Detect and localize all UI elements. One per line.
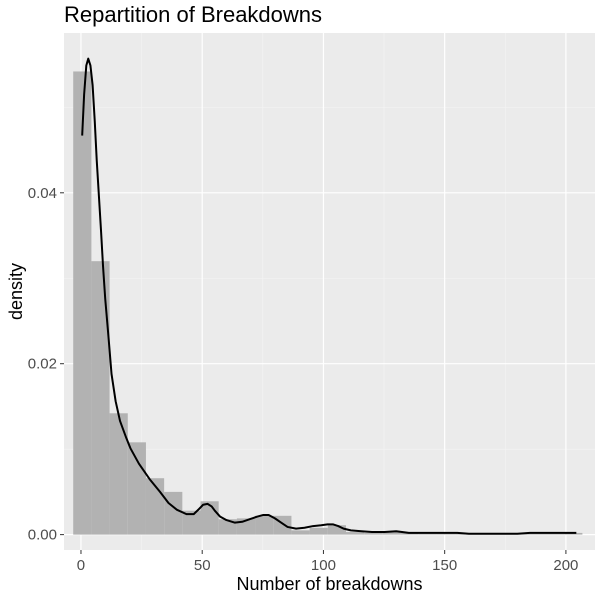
histogram-bar [255, 515, 274, 535]
histogram-bar [164, 491, 183, 535]
histogram-bar [309, 527, 328, 535]
histogram-bar [382, 532, 401, 535]
chart-title: Repartition of Breakdowns [64, 2, 323, 27]
histogram-bar [109, 413, 128, 535]
plot-panel [64, 33, 595, 550]
density-curve [81, 57, 577, 535]
histogram-bar [291, 530, 310, 535]
histogram-bar [436, 533, 456, 535]
axes: 0 50 100 150 200 0.00 0.02 0.04 [28, 185, 579, 574]
histogram-bar [418, 533, 437, 535]
density-curve-layer [81, 57, 577, 535]
histogram-bar [218, 519, 237, 535]
x-tick-label: 100 [311, 557, 336, 574]
y-tick-label: 0.00 [28, 527, 57, 544]
y-tick-label: 0.04 [28, 185, 57, 202]
histogram-bar [546, 533, 565, 535]
x-tick-label: 200 [553, 557, 578, 574]
histogram-bar [345, 532, 365, 535]
histogram-bar [127, 442, 146, 535]
y-tick-label: 0.02 [28, 356, 57, 373]
x-tick-label: 150 [432, 557, 457, 574]
histogram-bar [91, 261, 110, 535]
x-tick-label: 0 [77, 557, 85, 574]
histogram-bar [182, 510, 201, 535]
histogram-bar [364, 532, 383, 535]
x-axis-label: Number of breakdowns [236, 574, 422, 594]
y-axis-label: density [6, 263, 26, 320]
histogram-bar [73, 71, 92, 535]
x-tick-label: 50 [194, 557, 211, 574]
histogram-bar [327, 525, 346, 535]
histogram-bar [527, 533, 547, 535]
